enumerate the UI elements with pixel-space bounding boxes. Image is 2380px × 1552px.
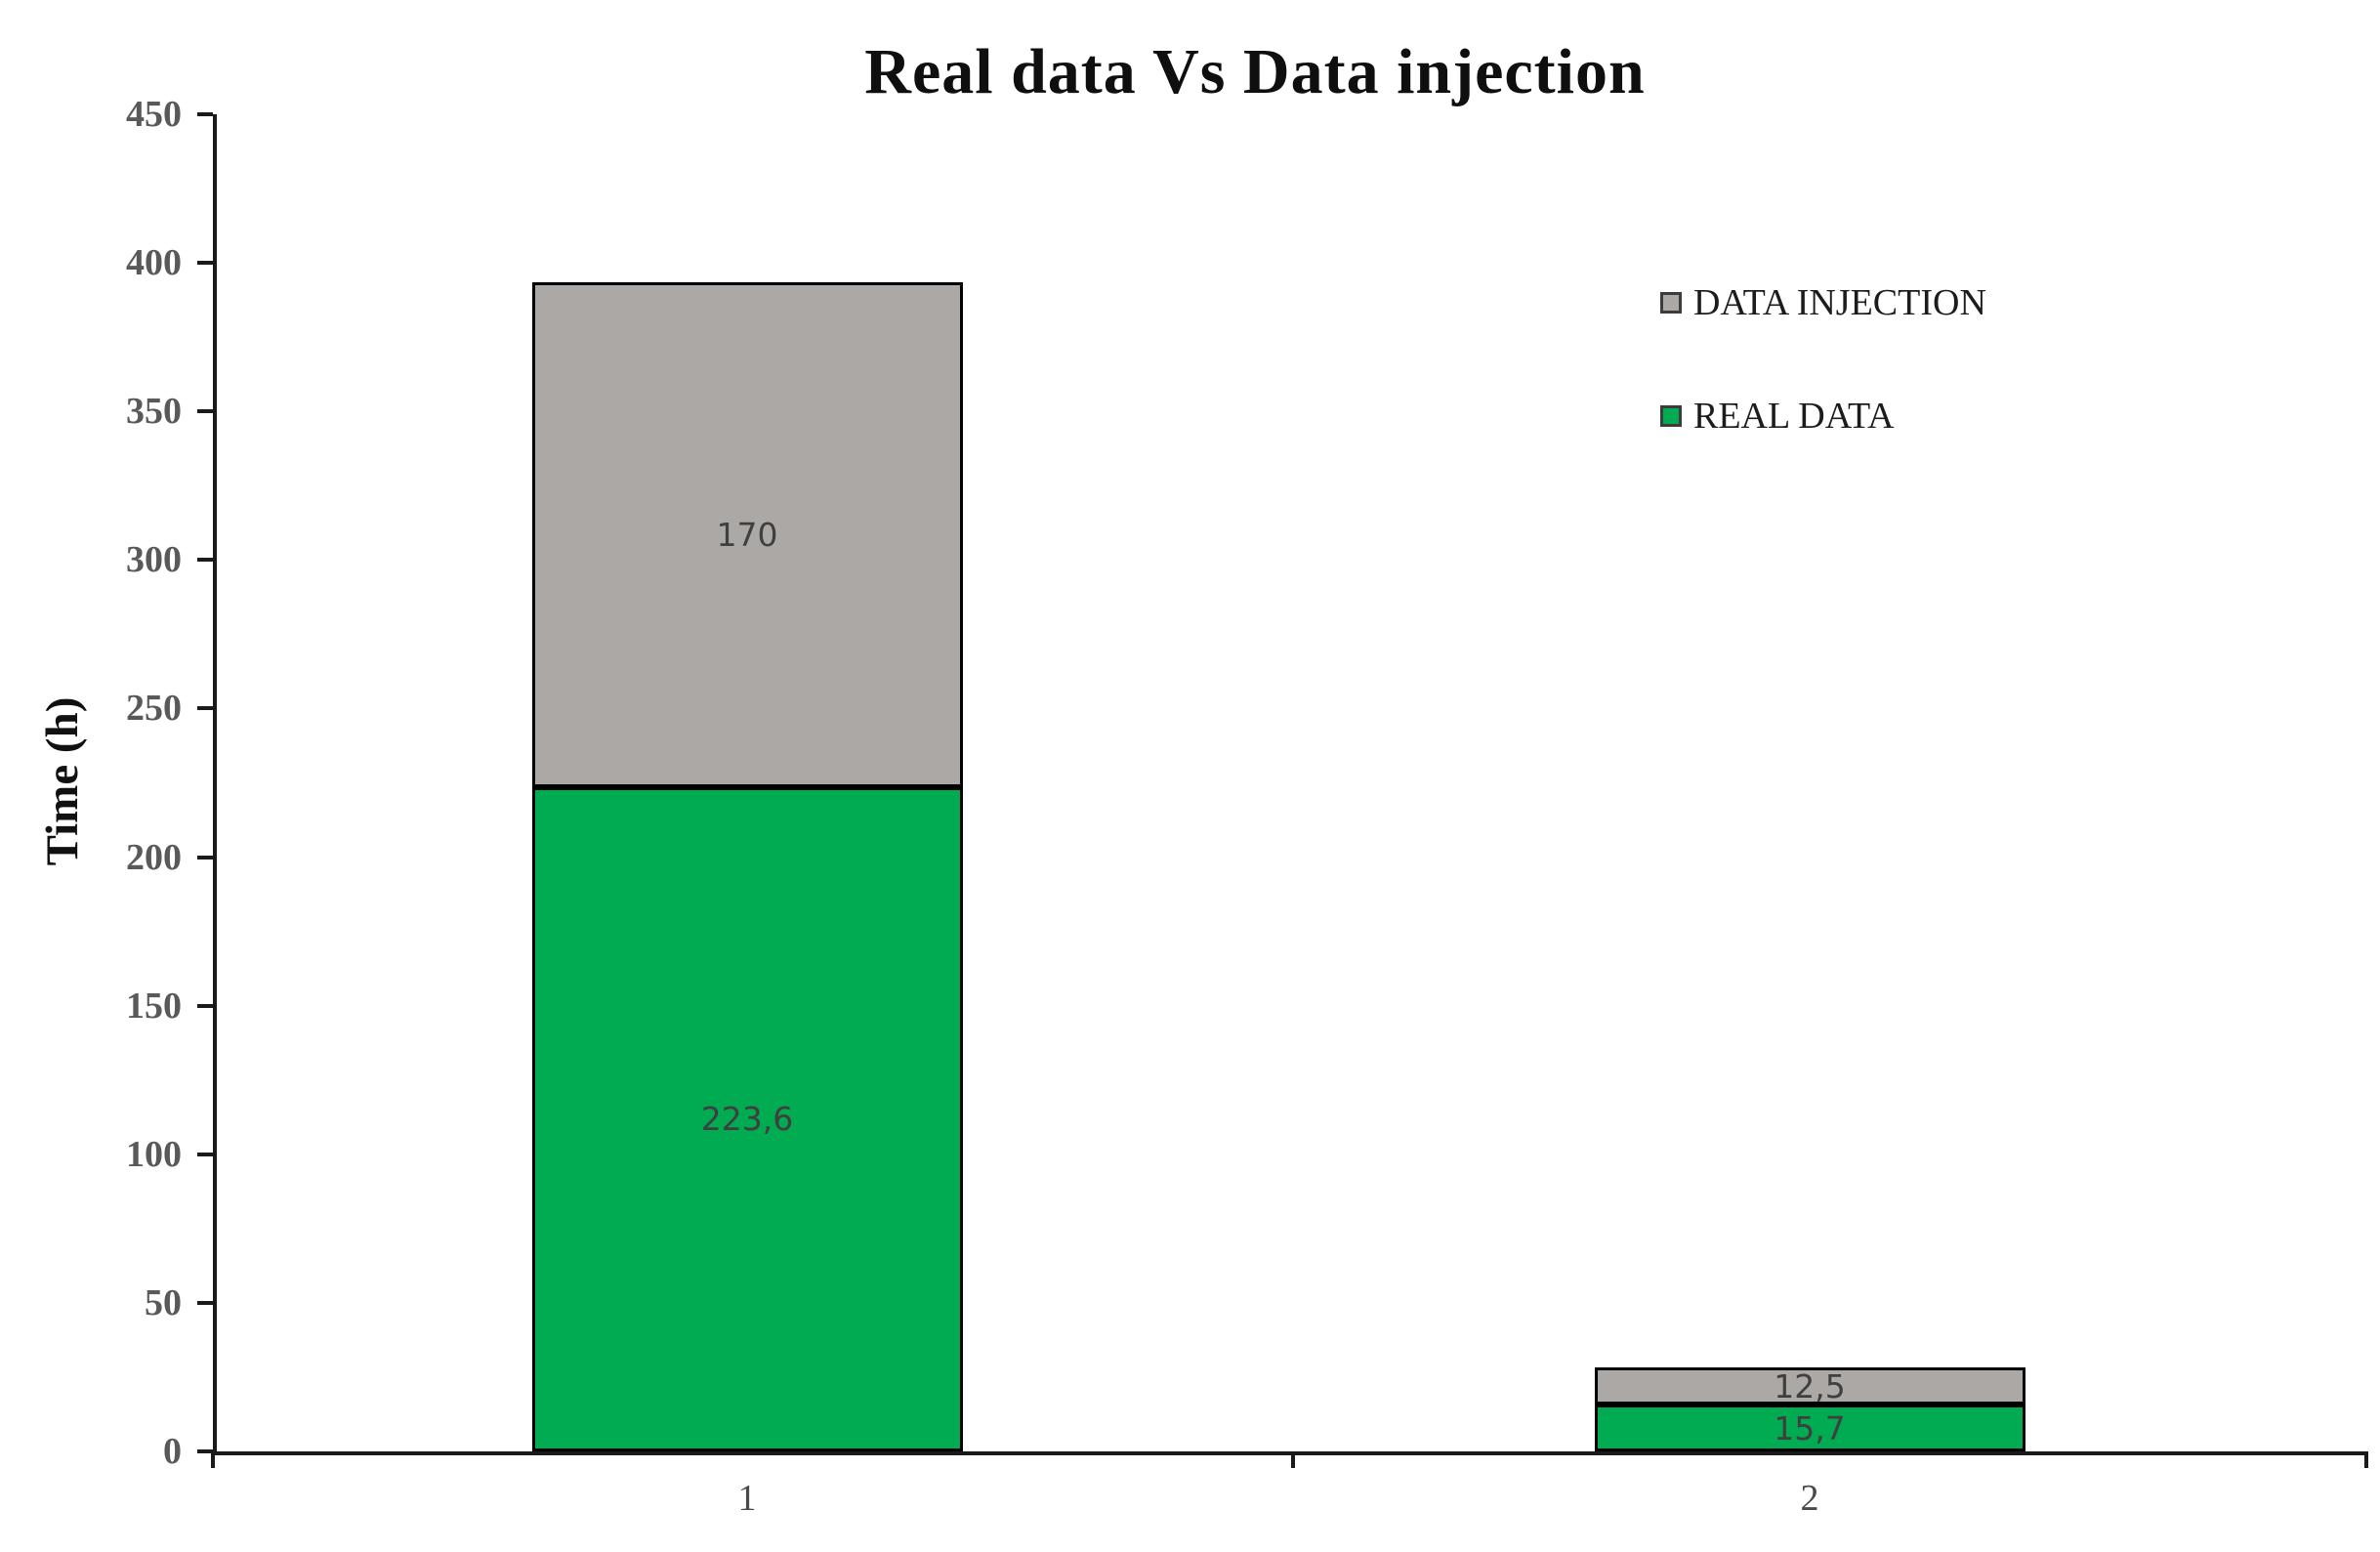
bar-segment-value-label: 15,7 [1774,1408,1846,1447]
x-axis-line [213,1451,2367,1455]
legend-label-real-data: REAL DATA [1693,396,1895,437]
y-tick-mark [197,855,213,860]
x-tick-mark [2364,1451,2368,1468]
y-tick-mark [197,1003,213,1008]
y-tick-mark [197,558,213,563]
y-tick-mark [197,112,213,116]
y-tick-mark [197,1152,213,1156]
y-tick-label: 350 [126,391,182,433]
category-label-2: 2 [1800,1478,1819,1519]
y-tick-label: 450 [126,94,182,135]
bar-segment-data-injection-cat1[interactable]: 170 [531,281,963,787]
bar-segment-value-label: 12,5 [1774,1366,1846,1405]
legend-item-data-injection[interactable]: DATA INJECTION [1660,281,1986,324]
y-tick-label: 250 [126,688,182,730]
y-tick-mark [197,706,213,711]
bar-segment-real-data-cat1[interactable]: 223,6 [531,786,963,1451]
data-injection-swatch-icon [1660,292,1682,314]
x-tick-mark [1291,1451,1295,1468]
legend-label-data-injection: DATA INJECTION [1693,282,1986,323]
y-tick-mark [197,261,213,266]
bar-segment-value-label: 223,6 [700,1100,794,1139]
y-tick-label: 150 [126,985,182,1027]
bar-segment-value-label: 170 [716,515,778,554]
bar-segment-real-data-cat2[interactable]: 15,7 [1594,1405,2025,1451]
y-tick-label: 0 [163,1431,182,1472]
legend-item-real-data[interactable]: REAL DATA [1660,395,1895,438]
real-data-swatch-icon [1660,405,1682,427]
chart-title: Real data Vs Data injection [864,36,1646,107]
y-tick-mark [197,1449,213,1453]
y-tick-label: 50 [145,1281,182,1323]
y-tick-label: 200 [126,836,182,878]
y-axis-line [213,114,217,1455]
y-tick-label: 400 [126,242,182,284]
y-tick-mark [197,409,213,414]
bar-segment-data-injection-cat2[interactable]: 12,5 [1594,1366,2025,1405]
category-label-1: 1 [737,1478,757,1519]
y-tick-label: 100 [126,1133,182,1175]
y-tick-mark [197,1300,213,1305]
y-tick-label: 300 [126,539,182,581]
x-tick-mark [211,1451,215,1468]
